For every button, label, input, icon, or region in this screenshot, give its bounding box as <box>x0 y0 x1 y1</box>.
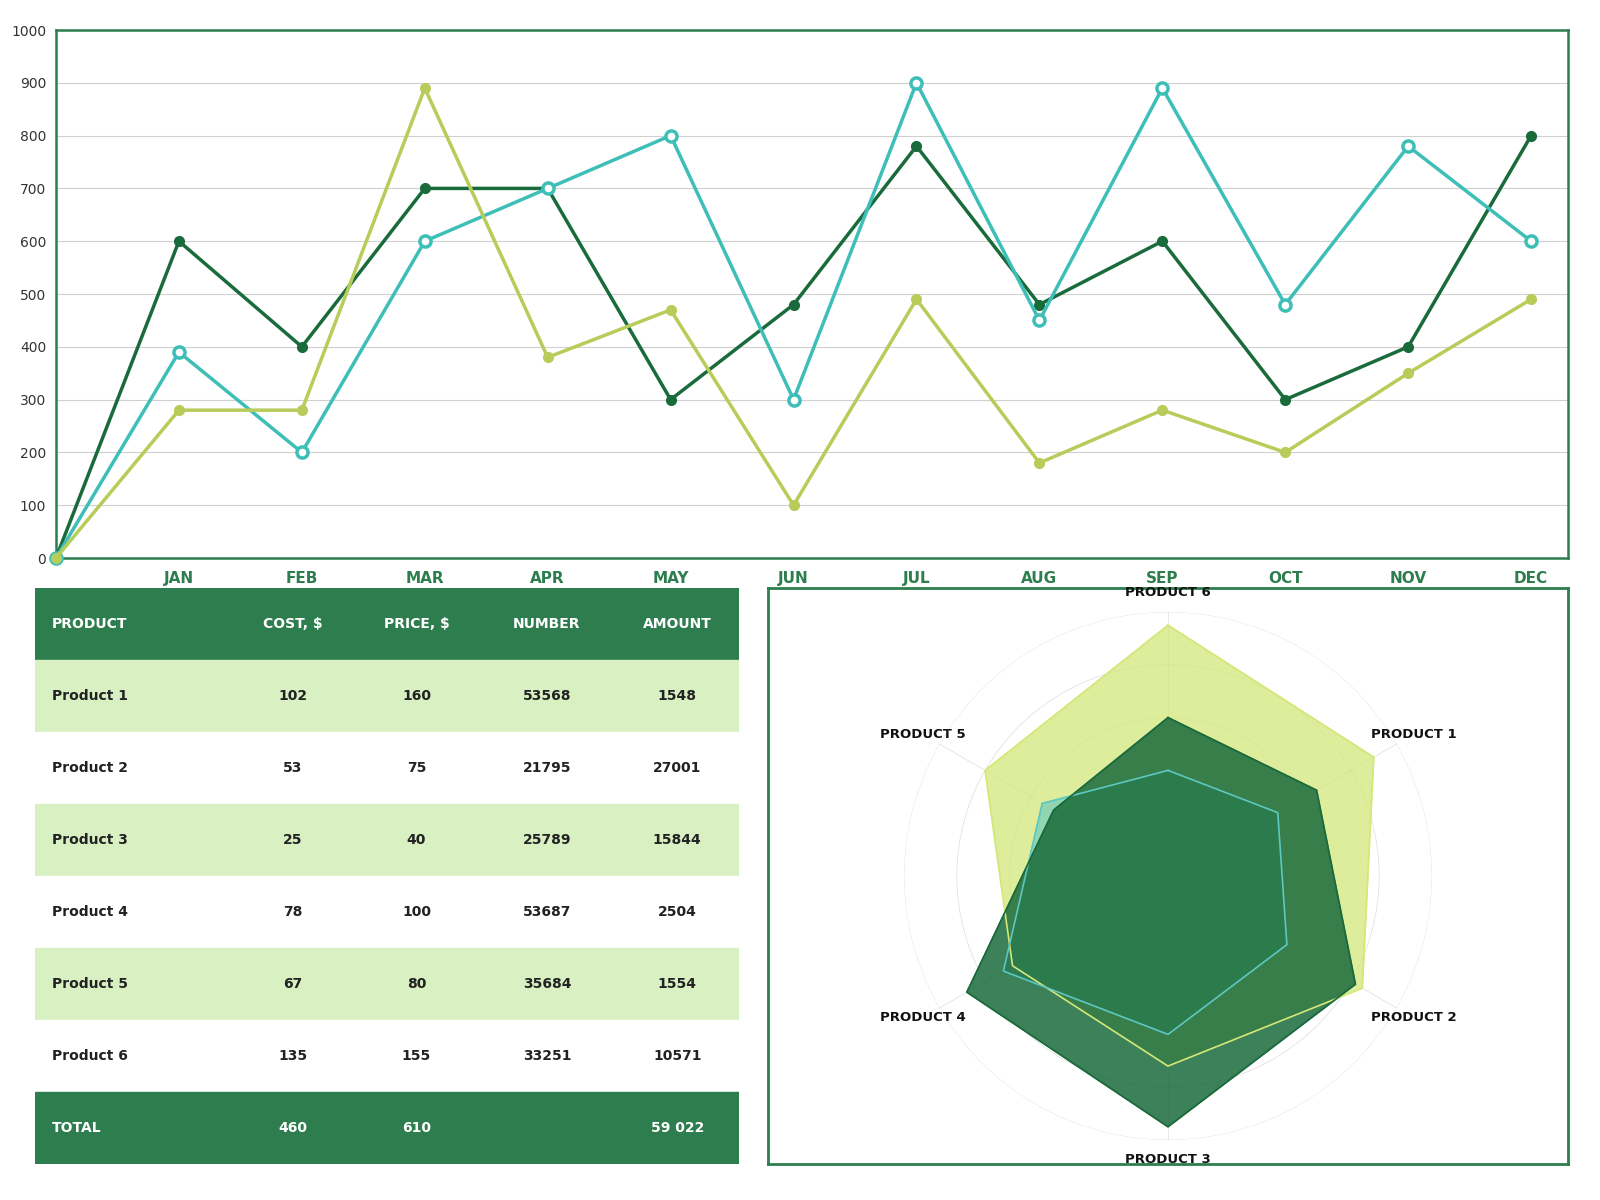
Text: PRICE, $: PRICE, $ <box>384 617 450 631</box>
Text: 21795: 21795 <box>523 761 571 775</box>
Text: 35684: 35684 <box>523 977 571 991</box>
Text: 610: 610 <box>402 1121 430 1135</box>
Polygon shape <box>1003 770 1286 1034</box>
Text: Product 4: Product 4 <box>53 905 128 919</box>
Text: COST, $: COST, $ <box>262 617 323 631</box>
Text: 15844: 15844 <box>653 833 702 847</box>
FancyBboxPatch shape <box>35 588 739 660</box>
Text: 25789: 25789 <box>523 833 571 847</box>
FancyBboxPatch shape <box>35 660 739 732</box>
Text: 460: 460 <box>278 1121 307 1135</box>
Text: 135: 135 <box>278 1049 307 1063</box>
Text: 53: 53 <box>283 761 302 775</box>
Text: 80: 80 <box>406 977 426 991</box>
Text: 27001: 27001 <box>653 761 701 775</box>
Text: TOTAL: TOTAL <box>53 1121 102 1135</box>
Text: 102: 102 <box>278 689 307 703</box>
Polygon shape <box>966 718 1355 1127</box>
Text: AMOUNT: AMOUNT <box>643 617 712 631</box>
Text: 33251: 33251 <box>523 1049 571 1063</box>
Text: 75: 75 <box>406 761 426 775</box>
Text: Product 1: Product 1 <box>53 689 128 703</box>
Text: Product 2: Product 2 <box>53 761 128 775</box>
FancyBboxPatch shape <box>35 1020 739 1092</box>
FancyBboxPatch shape <box>35 948 739 1020</box>
Text: Product 5: Product 5 <box>53 977 128 991</box>
Text: 67: 67 <box>283 977 302 991</box>
FancyBboxPatch shape <box>35 876 739 948</box>
Polygon shape <box>986 625 1374 1066</box>
Text: Product 3: Product 3 <box>53 833 128 847</box>
FancyBboxPatch shape <box>35 1092 739 1164</box>
Text: 160: 160 <box>402 689 430 703</box>
Text: 78: 78 <box>283 905 302 919</box>
Text: 53687: 53687 <box>523 905 571 919</box>
Text: 1548: 1548 <box>658 689 696 703</box>
Text: NUMBER: NUMBER <box>514 617 581 631</box>
Text: 40: 40 <box>406 833 426 847</box>
Text: 155: 155 <box>402 1049 430 1063</box>
Text: 25: 25 <box>283 833 302 847</box>
FancyBboxPatch shape <box>35 804 739 876</box>
Text: 53568: 53568 <box>523 689 571 703</box>
Text: 100: 100 <box>402 905 430 919</box>
Text: 2504: 2504 <box>658 905 696 919</box>
Text: Product 6: Product 6 <box>53 1049 128 1063</box>
FancyBboxPatch shape <box>35 732 739 804</box>
Text: 10571: 10571 <box>653 1049 701 1063</box>
Text: 1554: 1554 <box>658 977 696 991</box>
Text: PRODUCT: PRODUCT <box>53 617 128 631</box>
Text: 59 022: 59 022 <box>651 1121 704 1135</box>
